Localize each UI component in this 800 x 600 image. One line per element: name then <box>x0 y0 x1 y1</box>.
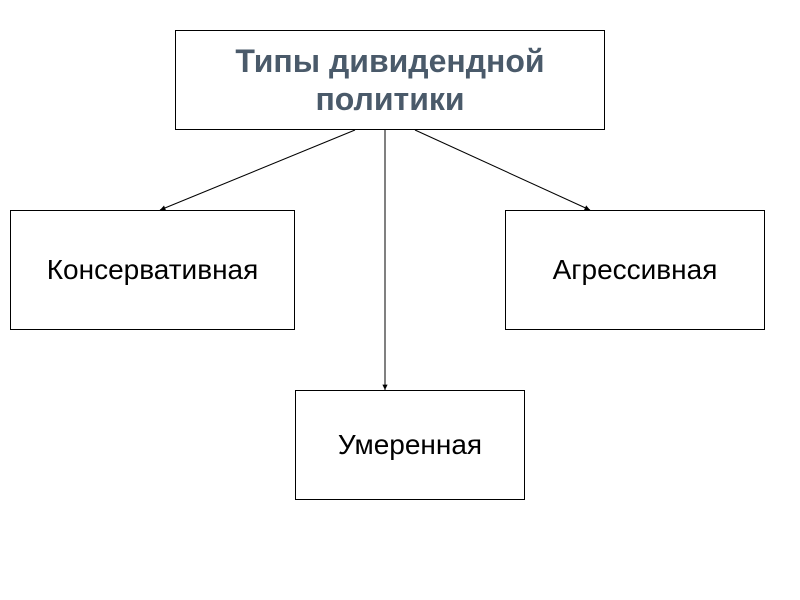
title-box: Типы дивидендной политики <box>175 30 605 130</box>
node-moderate: Умеренная <box>295 390 525 500</box>
node-aggressive: Агрессивная <box>505 210 765 330</box>
title-line2: политики <box>315 81 464 117</box>
title-text: Типы дивидендной политики <box>235 42 544 119</box>
node-aggressive-label: Агрессивная <box>553 254 718 286</box>
node-conservative: Консервативная <box>10 210 295 330</box>
node-moderate-label: Умеренная <box>338 429 482 461</box>
title-line1: Типы дивидендной <box>235 43 544 79</box>
node-conservative-label: Консервативная <box>47 254 259 286</box>
